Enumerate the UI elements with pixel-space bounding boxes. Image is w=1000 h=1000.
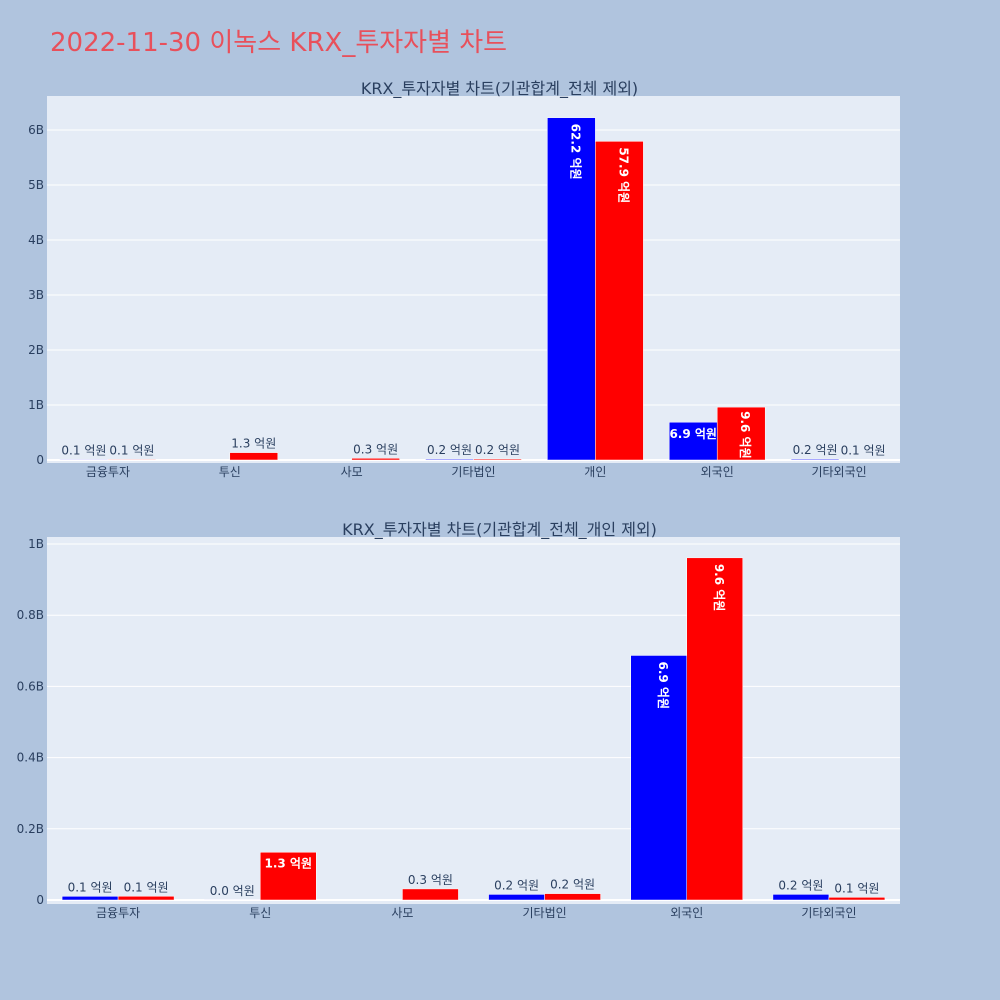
- bar-value-label: 0.3 억원: [408, 873, 453, 887]
- y-tick-label: 0: [36, 453, 44, 467]
- bar: [402, 888, 459, 901]
- bar: [229, 452, 279, 461]
- plot-area: [47, 537, 900, 904]
- y-tick-label: 1B: [28, 398, 44, 412]
- x-tick-label: 투신: [249, 906, 271, 920]
- bar: [351, 458, 400, 461]
- bar-value-label: 6.9 억원: [669, 427, 717, 441]
- x-tick-label: 개인: [584, 465, 606, 479]
- bar-value-label: 62.2 억원: [568, 124, 582, 180]
- x-tick-label: 기타법인: [522, 906, 566, 920]
- x-tick-label: 기타법인: [451, 465, 495, 479]
- y-tick-label: 0.8B: [17, 608, 44, 622]
- chart-panel-2: KRX_투자자별 차트(기관합계_전체_개인 제외) 0 0.2B 0.4B 0.6B 0…: [17, 520, 900, 920]
- bar: [686, 557, 743, 901]
- bar: [473, 458, 522, 461]
- x-tick-label: 사모: [391, 906, 413, 920]
- x-tick-label: 금융투자: [96, 906, 140, 920]
- y-tick-label: 0.2B: [17, 822, 44, 836]
- y-tick-label: 6B: [28, 123, 44, 137]
- x-tick-label: 기타외국인: [811, 465, 866, 479]
- bar: [668, 421, 718, 461]
- bar-value-label: 0.1 억원: [124, 880, 169, 894]
- bar-value-label: 1.3 억원: [264, 856, 312, 870]
- x-tick-label: 기타외국인: [801, 906, 856, 920]
- bar: [630, 655, 687, 901]
- bar-value-label: 0.1 억원: [841, 444, 886, 458]
- bar-value-label: 57.9 억원: [616, 147, 630, 203]
- y-tick-label: 0: [36, 893, 44, 907]
- bar-value-label: 0.1 억원: [61, 443, 106, 457]
- chart-title: KRX_투자자별 차트(기관합계_전체 제외): [361, 79, 638, 99]
- bar-value-label: 6.9 억원: [656, 661, 670, 709]
- x-tick-label: 투신: [219, 465, 241, 479]
- bar-value-label: 9.6 억원: [738, 411, 752, 459]
- bar: [595, 141, 644, 461]
- bar: [425, 458, 474, 461]
- bar-value-label: 0.2 억원: [793, 443, 838, 457]
- bar-value-label: 0.2 억원: [475, 443, 520, 457]
- bar-value-label: 1.3 억원: [231, 437, 276, 451]
- bar: [59, 459, 109, 461]
- bar-value-label: 9.6 억원: [712, 564, 726, 612]
- page-title: 2022-11-30 이녹스 KRX_투자자별 차트: [50, 28, 508, 58]
- bar: [544, 893, 601, 901]
- bar: [488, 894, 545, 901]
- y-tick-label: 3B: [28, 288, 44, 302]
- plot-area: [47, 96, 900, 463]
- x-tick-label: 외국인: [701, 465, 734, 479]
- x-tick-label: 사모: [341, 465, 363, 479]
- bar: [61, 896, 119, 901]
- bar-value-label: 0.0 억원: [210, 884, 255, 898]
- y-tick-label: 0.4B: [17, 751, 44, 765]
- bar: [117, 896, 175, 901]
- y-tick-label: 0.6B: [17, 679, 44, 693]
- bar: [716, 406, 766, 461]
- bar: [790, 458, 840, 461]
- bar: [772, 894, 830, 901]
- x-tick-label: 외국인: [670, 906, 703, 920]
- bar-value-label: 0.3 억원: [353, 442, 398, 456]
- chart-panel-1: KRX_투자자별 차트(기관합계_전체 제외) 0 1B 2B 3B 4B 5B 6B 금융투자…: [28, 79, 900, 479]
- y-tick-label: 5B: [28, 178, 44, 192]
- bar-value-label: 0.1 억원: [834, 881, 879, 895]
- y-tick-label: 4B: [28, 233, 44, 247]
- bar-value-label: 0.1 억원: [68, 880, 113, 894]
- y-tick-label: 1B: [28, 537, 44, 551]
- bar: [260, 852, 317, 901]
- bar-value-label: 0.1 억원: [109, 443, 154, 457]
- bar: [547, 117, 596, 461]
- chart-title: KRX_투자자별 차트(기관합계_전체_개인 제외): [342, 520, 657, 540]
- bar: [828, 897, 886, 901]
- y-tick-label: 2B: [28, 343, 44, 357]
- bar-value-label: 0.2 억원: [427, 443, 472, 457]
- bar-value-label: 0.2 억원: [778, 878, 823, 892]
- bar: [107, 459, 157, 461]
- x-tick-label: 금융투자: [86, 465, 130, 479]
- bar-value-label: 0.2 억원: [494, 878, 539, 892]
- bar-value-label: 0.2 억원: [550, 878, 595, 892]
